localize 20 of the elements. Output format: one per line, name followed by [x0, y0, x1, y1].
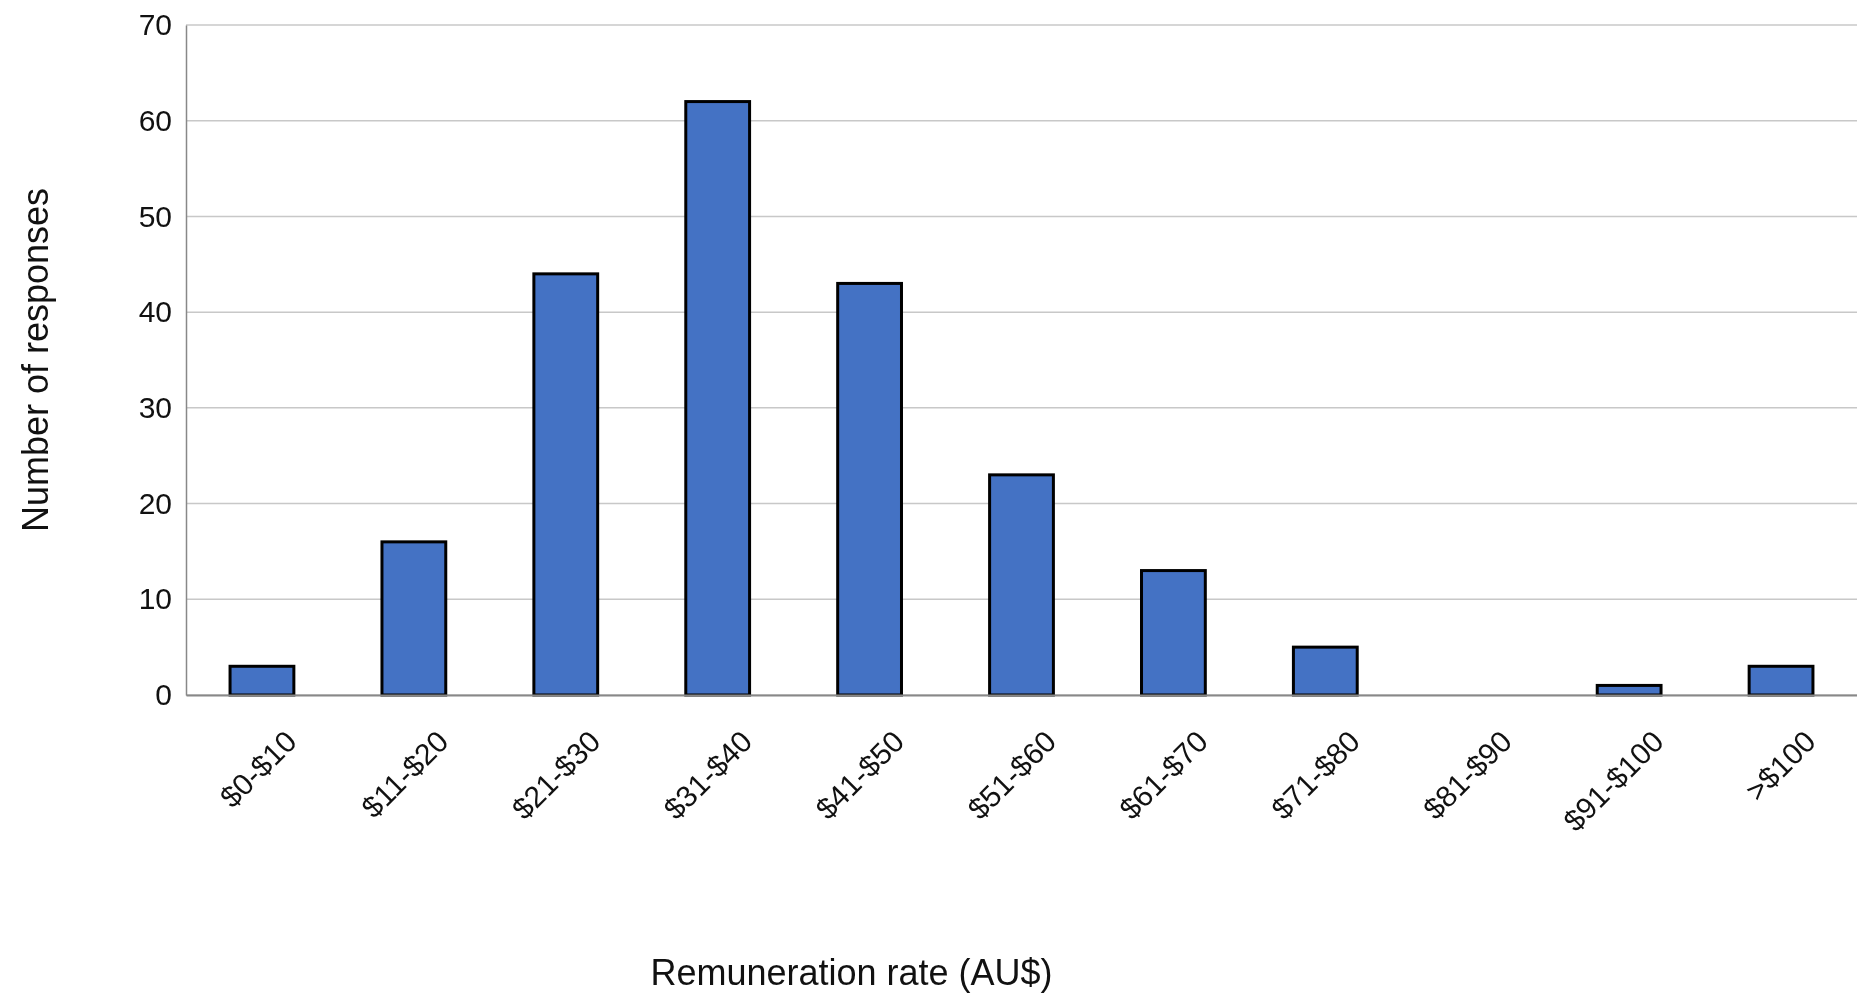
- y-tick-label: 50: [138, 199, 172, 233]
- y-tick-label: 40: [138, 295, 172, 329]
- bar: [1291, 645, 1359, 697]
- bar: [988, 473, 1055, 697]
- bar: [228, 664, 296, 697]
- bar: [684, 100, 752, 697]
- bar: [1140, 569, 1207, 697]
- y-tick-label: 20: [138, 486, 172, 520]
- bar: [1747, 664, 1815, 697]
- y-tick-label: 30: [138, 390, 172, 424]
- y-axis-title: Number of responses: [15, 187, 56, 533]
- bar: [532, 272, 600, 697]
- bar: [380, 540, 448, 697]
- bar: [836, 281, 903, 697]
- x-axis-title: Remuneration rate (AU$): [650, 952, 1053, 993]
- y-tick-label: 10: [138, 582, 172, 616]
- bar: [1595, 683, 1663, 697]
- y-tick-label: 70: [138, 8, 172, 42]
- y-tick-label: 0: [155, 678, 172, 712]
- y-tick-label: 60: [138, 103, 172, 137]
